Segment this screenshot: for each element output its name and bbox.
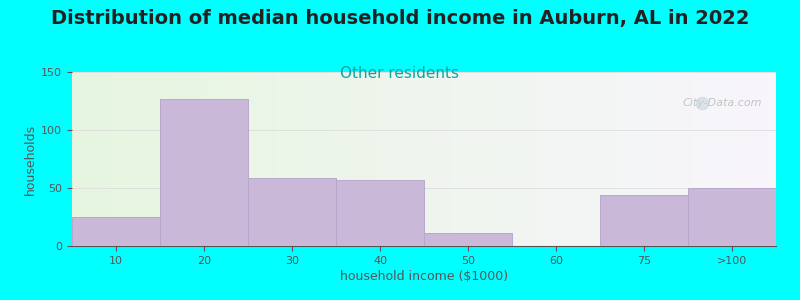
X-axis label: household income ($1000): household income ($1000): [340, 270, 508, 283]
Bar: [248, 178, 336, 246]
Bar: [424, 233, 512, 246]
Bar: [600, 195, 688, 246]
Bar: [160, 99, 248, 246]
Bar: [72, 217, 160, 246]
Text: Distribution of median household income in Auburn, AL in 2022: Distribution of median household income …: [50, 9, 750, 28]
Bar: [688, 188, 776, 246]
Text: City-Data.com: City-Data.com: [682, 98, 762, 108]
Bar: [336, 180, 424, 246]
Y-axis label: households: households: [24, 123, 37, 195]
Text: Other residents: Other residents: [341, 66, 459, 81]
